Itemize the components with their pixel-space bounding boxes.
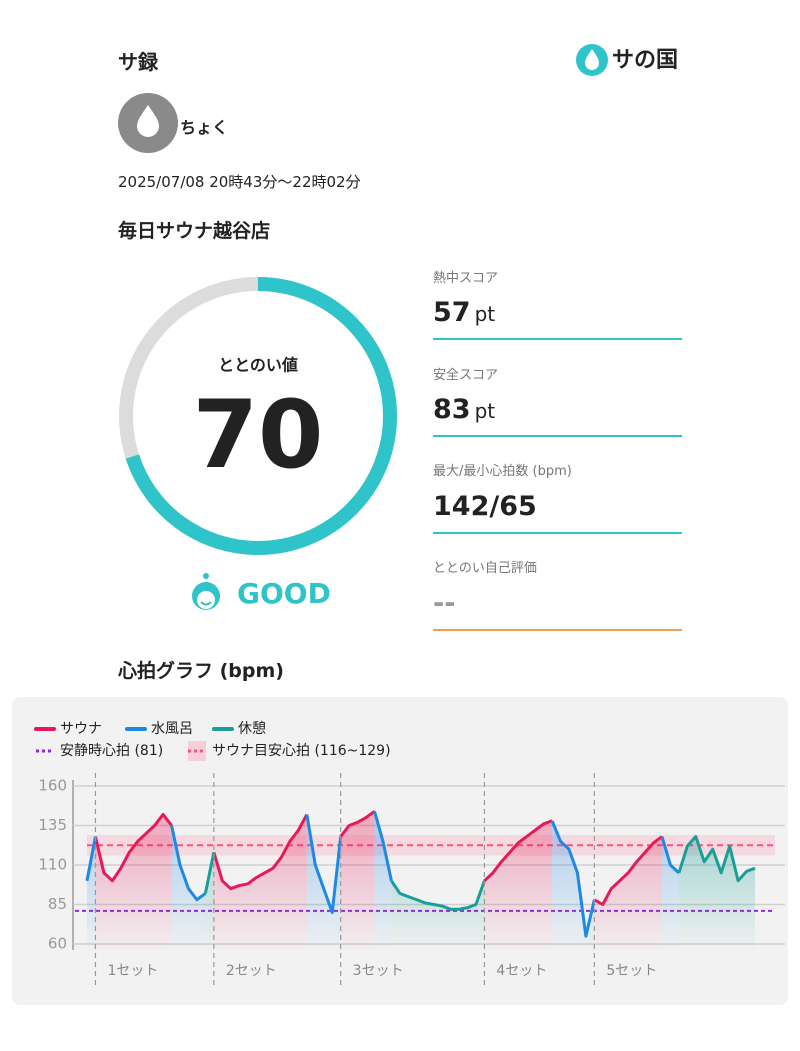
set-label: 1セット bbox=[107, 963, 158, 979]
avatar bbox=[118, 93, 178, 153]
series-area bbox=[95, 811, 662, 950]
metric-underline bbox=[433, 435, 682, 437]
metric-label: 最大/最小心拍数 (bpm) bbox=[433, 464, 572, 479]
metric-unit: pt bbox=[474, 302, 496, 326]
legend-label: サウナ bbox=[60, 721, 102, 737]
metric-value: 83 pt bbox=[433, 394, 495, 425]
set-label: 2セット bbox=[226, 963, 277, 979]
metric-underline bbox=[433, 629, 682, 631]
y-tick-label: 135 bbox=[38, 816, 67, 834]
gauge-label: ととのい値 bbox=[218, 356, 298, 375]
set-label: 5セット bbox=[606, 963, 657, 979]
legend-label: 水風呂 bbox=[151, 721, 193, 737]
user-name: ちょく bbox=[180, 118, 229, 137]
metric-underline bbox=[433, 338, 682, 340]
rating-icon bbox=[192, 573, 220, 610]
legend-label: 安静時心拍 (81) bbox=[60, 743, 163, 759]
logo-drop bbox=[585, 49, 599, 70]
y-tick-label: 85 bbox=[48, 895, 67, 913]
avatar-drop bbox=[137, 105, 159, 137]
metric-label: ととのい自己評価 bbox=[433, 561, 537, 576]
metric-underline bbox=[433, 532, 682, 534]
metric-label: 安全スコア bbox=[433, 368, 499, 383]
set-label: 4セット bbox=[496, 963, 547, 979]
session-datetime: 2025/07/08 20時43分〜22時02分 bbox=[118, 173, 361, 191]
series-area bbox=[87, 811, 679, 950]
legend-label: サウナ目安心拍 (116~129) bbox=[212, 743, 391, 759]
metric-number: 83 bbox=[433, 394, 471, 425]
facility-name: 毎日サウナ越谷店 bbox=[118, 220, 271, 242]
metric-number: 57 bbox=[433, 297, 471, 328]
chart-title: 心拍グラフ (bpm) bbox=[118, 660, 284, 682]
gauge-rating: GOOD bbox=[237, 577, 331, 610]
metric-value: 142/65 bbox=[433, 491, 537, 522]
set-label: 3セット bbox=[353, 963, 404, 979]
logo: サの国 bbox=[576, 44, 678, 76]
y-tick-label: 160 bbox=[38, 777, 67, 795]
y-tick-label: 60 bbox=[48, 935, 67, 953]
gauge-arc bbox=[119, 277, 397, 555]
legend-label: 休憩 bbox=[238, 720, 266, 737]
series-line bbox=[203, 835, 756, 911]
metric-value: -- bbox=[433, 588, 456, 619]
y-tick-label: 110 bbox=[38, 856, 67, 874]
gauge: ととのい値 70 GOOD bbox=[119, 277, 397, 610]
app-title: サ録 bbox=[118, 50, 158, 74]
series-line bbox=[93, 810, 663, 906]
metric-value: 57 pt bbox=[433, 297, 495, 328]
series-line bbox=[85, 810, 680, 938]
logo-text: サの国 bbox=[612, 48, 678, 73]
metric-label: 熱中スコア bbox=[433, 271, 499, 286]
gauge-value: 70 bbox=[193, 381, 324, 490]
metric-unit: pt bbox=[474, 399, 496, 423]
